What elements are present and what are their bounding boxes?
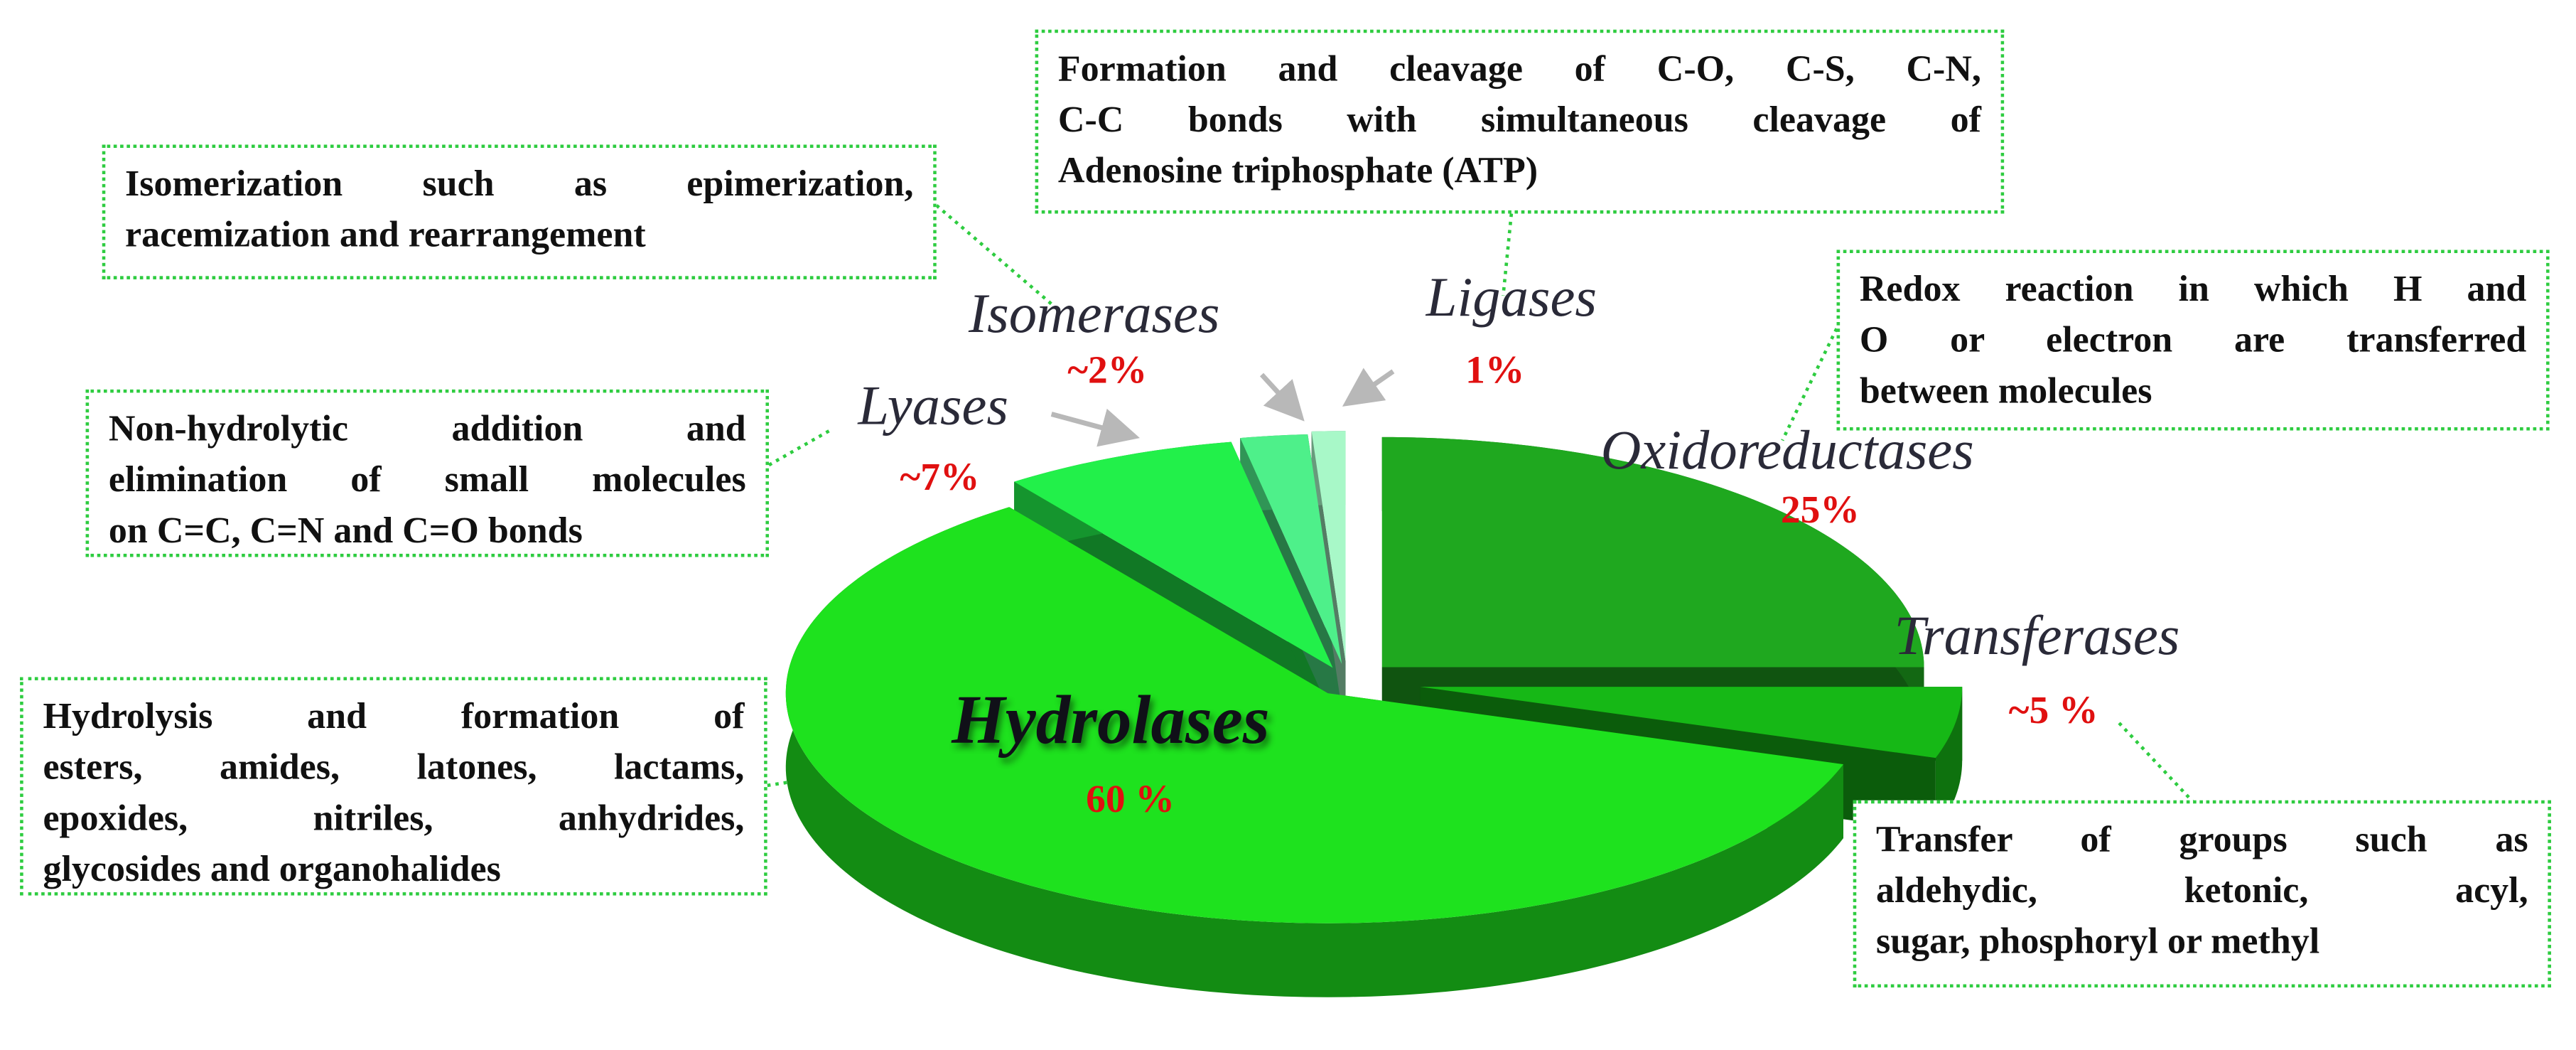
annotation-line: Transfer of groups such as: [1875, 818, 2528, 859]
annotation-line: elimination of small molecules: [108, 458, 746, 500]
pie-slice: [1381, 436, 1924, 668]
annotation-line: racemization and rearrangement: [125, 213, 646, 255]
annotation-text: Redox reaction in which H and O or electr…: [1836, 250, 2550, 431]
annotation-line: sugar, phosphoryl or methyl: [1875, 920, 2320, 962]
annotation-text: Hydrolysis and formation of esters, amide…: [20, 677, 767, 896]
category-label: Ligases: [1426, 266, 1597, 328]
annotation-text: Formation and cleavage of C-O, C-S, C-N,…: [1035, 29, 2005, 214]
value-label: 1%: [1465, 348, 1524, 392]
annotation-line: glycosides and organohalides: [43, 847, 501, 889]
pie-slice: [1311, 431, 1346, 661]
pie-tops: [785, 431, 1963, 923]
pie-slice: [785, 507, 1843, 923]
annotation-line: Adenosine triphosphate (ATP): [1057, 149, 1538, 191]
pointer-arrow: [1259, 373, 1305, 422]
annotation-text: Transfer of groups such as aldehydic, ket…: [1853, 800, 2551, 988]
leader-line: [2118, 722, 2194, 803]
category-label: Isomerases: [968, 282, 1220, 344]
value-label: ~2%: [1067, 348, 1147, 392]
value-label: 60 %: [1086, 777, 1175, 820]
annotation-box: Hydrolysis and formation of esters, amide…: [20, 677, 767, 896]
category-label: Lyases: [857, 374, 1008, 436]
value-label: ~5 %: [2009, 688, 2098, 732]
annotation-line: O or electron are transferred: [1859, 318, 2527, 360]
annotation-line: aldehydic, ketonic, acyl,: [1875, 869, 2528, 911]
slice-outer-wall: [1935, 687, 1963, 832]
pie-slice: [1014, 441, 1333, 668]
value-label: ~7%: [900, 455, 979, 498]
pointer-arrow: [1342, 368, 1395, 407]
pie-slice: [1420, 687, 1963, 759]
annotation-line: Isomerization such as epimerization,: [125, 162, 914, 204]
annotation-text: Non-hydrolytic addition and elimination o…: [85, 389, 770, 557]
pie-slice: [1240, 434, 1342, 664]
annotation-line: Hydrolysis and formation of: [43, 695, 745, 736]
annotation-box: Isomerization such as epimerization, race…: [102, 144, 937, 279]
pointer-arrow: [1050, 408, 1140, 447]
leader-line: [767, 429, 831, 467]
leader-line: [1501, 213, 1514, 296]
value-label: 25%: [1781, 488, 1860, 531]
annotation-line: between molecules: [1859, 370, 2152, 411]
category-label: Hydrolases: [951, 681, 1270, 758]
annotation-line: esters, amides, latones, lactams,: [43, 746, 745, 788]
leader-line: [935, 204, 1053, 306]
annotation-line: Non-hydrolytic addition and: [108, 407, 746, 449]
annotation-box: Formation and cleavage of C-O, C-S, C-N,…: [1035, 29, 2005, 214]
annotation-box: Redox reaction in which H and O or electr…: [1836, 250, 2550, 431]
category-label: Transferases: [1895, 604, 2180, 666]
annotation-line: on C=C, C=N and C=O bonds: [108, 509, 583, 551]
annotation-line: C-C bonds with simultaneous cleavage of: [1057, 98, 1981, 140]
annotation-text: Isomerization such as epimerization, race…: [102, 144, 937, 279]
annotation-line: Redox reaction in which H and: [1859, 267, 2527, 309]
annotation-line: epoxides, nitriles, anhydrides,: [43, 797, 745, 838]
annotation-box: Transfer of groups such as aldehydic, ket…: [1853, 800, 2551, 988]
annotation-box: Non-hydrolytic addition and elimination o…: [85, 389, 770, 557]
annotation-line: Formation and cleavage of C-O, C-S, C-N,: [1057, 48, 1981, 89]
annotation-boxes: Redox reaction in which H and O or electr…: [20, 29, 2551, 988]
